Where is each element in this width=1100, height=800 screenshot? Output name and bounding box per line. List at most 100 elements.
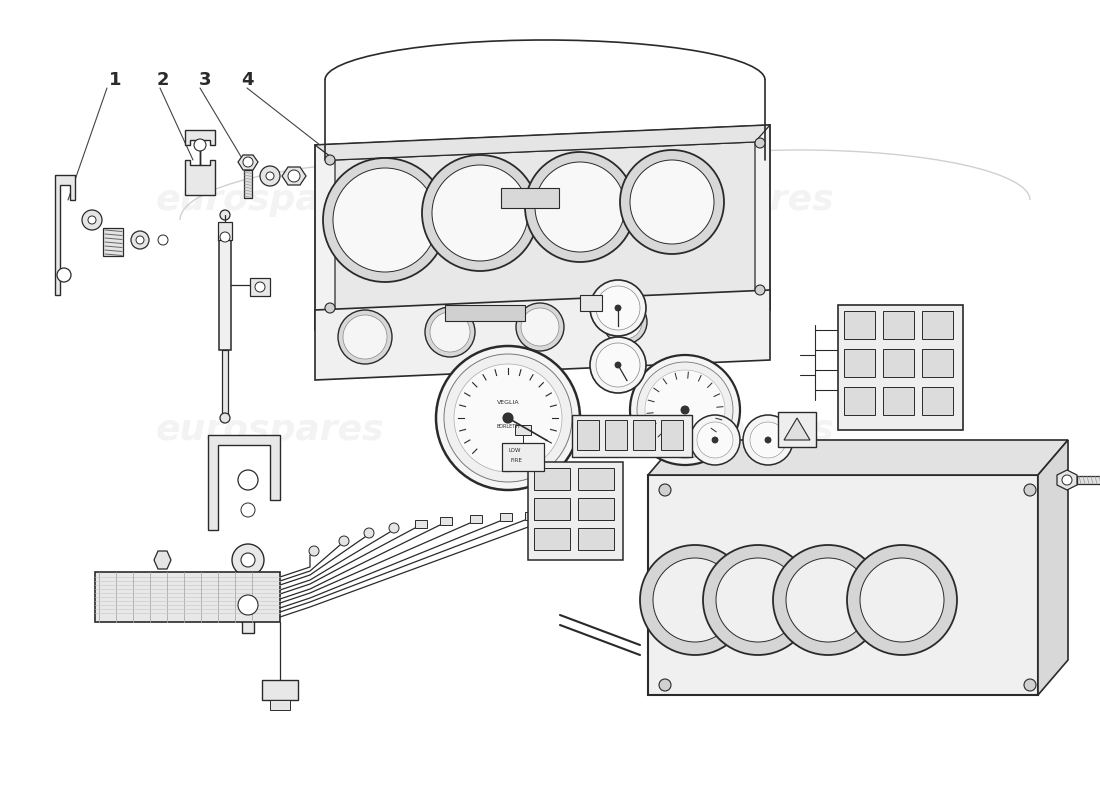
Circle shape [608,305,642,339]
Circle shape [630,160,714,244]
Circle shape [860,558,944,642]
Bar [95,572,280,622]
Bar [838,305,962,430]
Circle shape [516,303,564,351]
Circle shape [630,355,740,465]
Polygon shape [315,290,770,380]
Bar [502,443,544,471]
Circle shape [220,232,230,242]
Circle shape [389,523,399,533]
Bar [242,615,254,633]
Circle shape [690,415,740,465]
Circle shape [454,364,562,472]
Circle shape [430,312,470,352]
Polygon shape [315,125,770,160]
Bar [500,188,559,208]
Bar [883,387,914,415]
Bar [632,420,654,450]
Bar [440,517,452,525]
Circle shape [220,210,230,220]
Circle shape [241,503,255,517]
Text: VEGLIA: VEGLIA [497,401,519,406]
Text: FIRE: FIRE [510,458,521,463]
Circle shape [425,307,475,357]
Bar [244,170,252,198]
Polygon shape [154,551,170,569]
Bar [528,462,623,560]
Circle shape [716,558,800,642]
Circle shape [1062,475,1072,485]
Bar [250,278,270,296]
Bar [844,311,875,339]
Circle shape [590,337,646,393]
Circle shape [615,305,622,311]
Circle shape [596,286,640,330]
Circle shape [603,300,647,344]
Text: eurospares: eurospares [156,183,384,217]
Circle shape [232,544,264,576]
Polygon shape [185,130,214,195]
Circle shape [309,546,319,556]
Circle shape [323,158,447,282]
Circle shape [640,545,750,655]
Circle shape [755,285,764,295]
Circle shape [764,437,771,443]
Circle shape [712,437,718,443]
Circle shape [131,231,149,249]
Circle shape [136,236,144,244]
Bar [222,350,228,415]
Circle shape [238,470,258,490]
Circle shape [243,157,253,167]
Bar [661,420,683,450]
Bar [550,511,562,519]
Circle shape [88,216,96,224]
Circle shape [525,152,635,262]
Text: 1: 1 [109,71,121,89]
Circle shape [255,282,265,292]
Bar [605,420,627,450]
Circle shape [230,587,266,623]
Bar [525,512,537,520]
Circle shape [659,484,671,496]
Bar [922,387,953,415]
Text: eurospares: eurospares [606,413,834,447]
Circle shape [220,413,230,423]
Circle shape [364,528,374,538]
Bar [218,222,232,240]
Text: eurospares: eurospares [156,413,384,447]
Text: 2: 2 [156,71,169,89]
Bar [578,528,614,550]
Bar [883,311,914,339]
Circle shape [615,362,622,368]
Circle shape [681,406,689,414]
Bar [578,420,600,450]
Circle shape [535,162,625,252]
Bar [103,228,123,256]
Text: eurospares: eurospares [606,183,834,217]
Polygon shape [1038,440,1068,695]
Circle shape [703,545,813,655]
Circle shape [742,415,793,465]
Polygon shape [208,435,280,530]
Bar [534,498,570,520]
Circle shape [338,310,392,364]
Circle shape [333,168,437,272]
Circle shape [194,139,206,151]
Circle shape [590,280,646,336]
Circle shape [521,308,559,346]
Bar [922,311,953,339]
Circle shape [266,172,274,180]
Circle shape [158,235,168,245]
Bar [844,349,875,377]
Bar [534,528,570,550]
Bar [883,349,914,377]
Circle shape [1024,679,1036,691]
Bar [580,295,602,311]
Polygon shape [648,440,1068,475]
Circle shape [432,165,528,261]
Polygon shape [238,155,258,170]
Bar [470,515,482,523]
Circle shape [288,170,300,182]
Circle shape [637,362,733,458]
Circle shape [436,346,580,490]
